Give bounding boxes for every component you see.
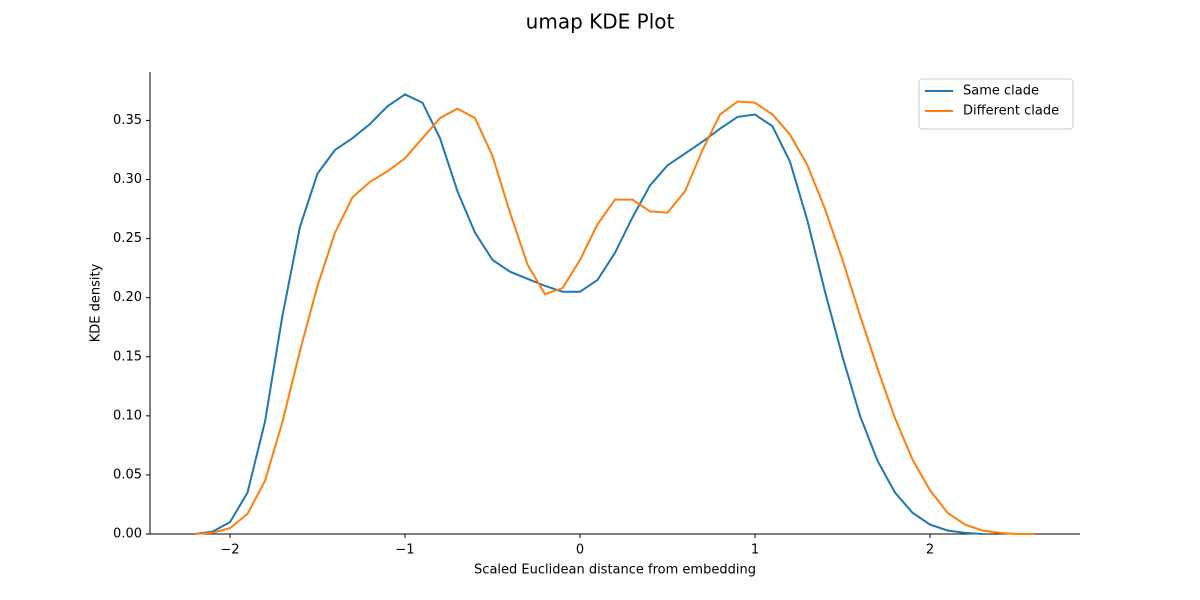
legend-label: Same clade <box>963 84 1039 99</box>
x-tick-label: 0 <box>576 543 584 558</box>
series-line <box>194 93 983 535</box>
y-tick-label: 0.15 <box>113 349 142 364</box>
series-line <box>194 100 1036 535</box>
y-axis-label: KDE density <box>89 263 104 342</box>
y-tick-label: 0.00 <box>113 527 142 542</box>
x-tick-label: −2 <box>220 543 239 558</box>
chart-title: umap KDE Plot <box>526 10 675 34</box>
y-tick-label: 0.35 <box>113 113 142 128</box>
x-tick-label: −1 <box>395 543 414 558</box>
y-tick-label: 0.10 <box>113 408 142 423</box>
y-tick-label: 0.30 <box>113 172 142 187</box>
y-tick-label: 0.05 <box>113 467 142 482</box>
legend-label: Different clade <box>963 104 1059 119</box>
legend-box <box>918 78 1074 130</box>
y-tick-label: 0.25 <box>113 231 142 246</box>
y-tick-label: 0.20 <box>113 290 142 305</box>
x-axis-label: Scaled Euclidean distance from embedding <box>474 563 756 578</box>
x-tick-label: 2 <box>926 543 934 558</box>
x-tick-label: 1 <box>751 543 759 558</box>
